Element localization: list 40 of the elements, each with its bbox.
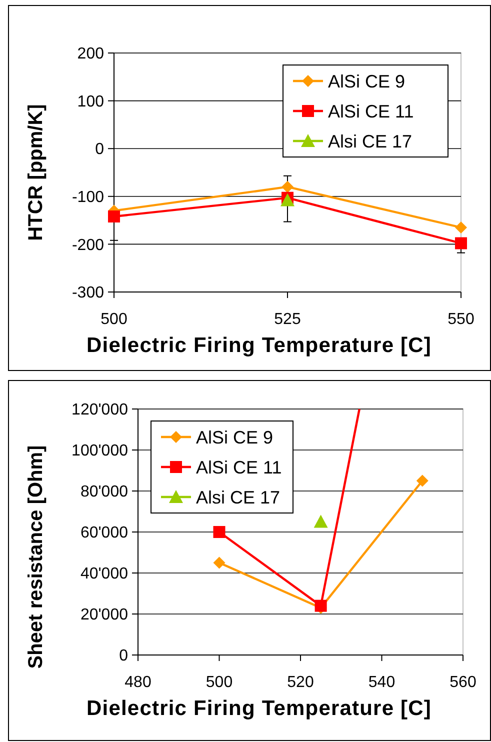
y-tick-label: -200 bbox=[72, 236, 104, 254]
legend-label: AlSi CE 9 bbox=[328, 71, 406, 92]
legend-label: Alsi CE 17 bbox=[196, 487, 280, 508]
y-tick-label: -300 bbox=[72, 284, 104, 302]
point bbox=[213, 556, 226, 569]
x-tick-label: 525 bbox=[274, 311, 301, 328]
point bbox=[282, 180, 294, 193]
y-tick-label: 120'000 bbox=[72, 402, 128, 419]
x-axis-title: Dielectric Firing Temperature [C] bbox=[86, 697, 432, 720]
x-tick-label: 500 bbox=[100, 311, 128, 328]
y-tick-label: 200 bbox=[77, 46, 104, 63]
y-tick-label: 100'000 bbox=[72, 442, 128, 460]
y-tick-label: 60'000 bbox=[80, 524, 128, 542]
y-tick-label: 100 bbox=[77, 93, 104, 110]
y-axis-title: Sheet resistance [Ohm] bbox=[25, 445, 47, 669]
legend-label: AlSi CE 11 bbox=[196, 457, 282, 478]
y-tick-label: -100 bbox=[72, 189, 104, 206]
point bbox=[280, 193, 294, 206]
legend-label: AlSi CE 9 bbox=[196, 427, 274, 448]
point bbox=[455, 221, 467, 234]
x-axis-title: Dielectric Firing Temperature [C] bbox=[86, 334, 432, 357]
x-tick-label: 560 bbox=[450, 674, 476, 691]
x-tick-label: 480 bbox=[124, 674, 152, 691]
point bbox=[416, 474, 428, 487]
y-tick-label: 20'000 bbox=[80, 606, 128, 624]
legend-label: Alsi CE 17 bbox=[328, 131, 412, 152]
point bbox=[314, 514, 328, 528]
y-tick-label: 0 bbox=[95, 141, 104, 158]
point bbox=[213, 526, 226, 538]
point bbox=[108, 210, 120, 222]
y-axis-title: HTCR [ppm/K] bbox=[25, 104, 47, 241]
x-tick-label: 550 bbox=[448, 311, 474, 328]
point bbox=[455, 237, 467, 250]
y-tick-label: 0 bbox=[119, 648, 128, 665]
y-tick-label: 40'000 bbox=[80, 566, 128, 583]
x-tick-label: 540 bbox=[368, 674, 396, 691]
x-tick-label: 500 bbox=[206, 674, 233, 691]
x-tick-label: 520 bbox=[287, 674, 314, 691]
y-tick-label: 80'000 bbox=[80, 484, 128, 501]
legend-label: AlSi CE 11 bbox=[328, 101, 414, 122]
